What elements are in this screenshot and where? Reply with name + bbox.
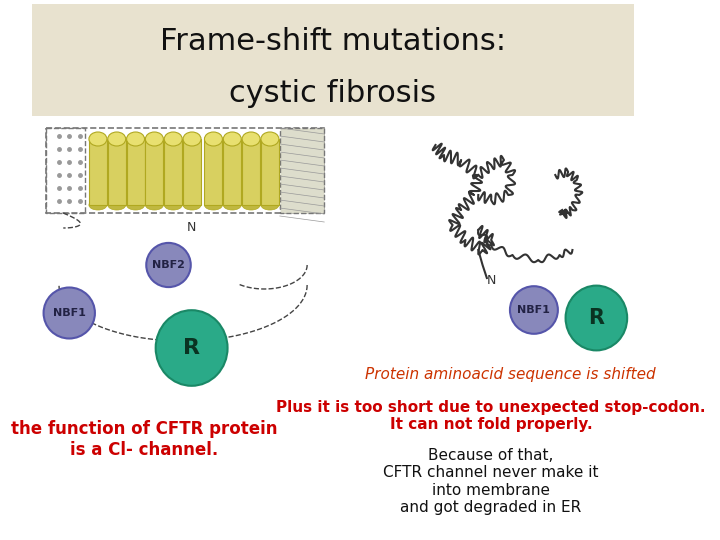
Ellipse shape xyxy=(108,132,126,146)
Ellipse shape xyxy=(146,243,191,287)
Bar xyxy=(183,139,201,205)
Bar xyxy=(261,139,279,205)
Ellipse shape xyxy=(145,132,163,146)
Ellipse shape xyxy=(204,200,222,210)
Text: NBF2: NBF2 xyxy=(152,260,185,270)
Bar xyxy=(89,139,107,205)
Ellipse shape xyxy=(127,200,145,210)
Bar xyxy=(164,139,182,205)
Ellipse shape xyxy=(127,132,145,146)
Ellipse shape xyxy=(261,200,279,210)
Ellipse shape xyxy=(183,200,201,210)
Bar xyxy=(145,139,163,205)
Bar xyxy=(242,139,260,205)
Ellipse shape xyxy=(223,200,241,210)
Ellipse shape xyxy=(164,132,182,146)
Ellipse shape xyxy=(89,132,107,146)
Text: N: N xyxy=(187,221,197,234)
Ellipse shape xyxy=(223,132,241,146)
Ellipse shape xyxy=(566,286,627,350)
Ellipse shape xyxy=(44,287,95,339)
Text: R: R xyxy=(183,338,200,358)
Text: Plus it is too short due to unexpected stop-codon.
It can not fold properly.: Plus it is too short due to unexpected s… xyxy=(276,400,706,433)
Text: Protein aminoacid sequence is shifted: Protein aminoacid sequence is shifted xyxy=(366,367,656,381)
Text: Frame-shift mutations:: Frame-shift mutations: xyxy=(160,28,506,57)
Text: NBF1: NBF1 xyxy=(518,305,550,315)
Ellipse shape xyxy=(261,132,279,146)
Ellipse shape xyxy=(510,286,558,334)
Bar xyxy=(127,139,145,205)
Ellipse shape xyxy=(89,200,107,210)
Text: the function of CFTR protein
is a Cl- channel.: the function of CFTR protein is a Cl- ch… xyxy=(12,420,278,459)
Ellipse shape xyxy=(164,200,182,210)
Ellipse shape xyxy=(145,200,163,210)
Polygon shape xyxy=(280,128,324,213)
Text: cystic fibrosis: cystic fibrosis xyxy=(229,79,436,109)
Bar xyxy=(204,139,222,205)
Ellipse shape xyxy=(204,132,222,146)
Text: NBF1: NBF1 xyxy=(53,308,86,318)
Text: Because of that,
CFTR channel never make it
into membrane
and got degraded in ER: Because of that, CFTR channel never make… xyxy=(383,448,599,515)
Ellipse shape xyxy=(183,132,201,146)
Bar xyxy=(223,139,241,205)
Text: N: N xyxy=(487,273,496,287)
Bar xyxy=(108,139,126,205)
Ellipse shape xyxy=(108,200,126,210)
FancyBboxPatch shape xyxy=(32,4,634,116)
Text: R: R xyxy=(588,308,604,328)
Ellipse shape xyxy=(242,200,260,210)
Ellipse shape xyxy=(156,310,228,386)
Ellipse shape xyxy=(242,132,260,146)
